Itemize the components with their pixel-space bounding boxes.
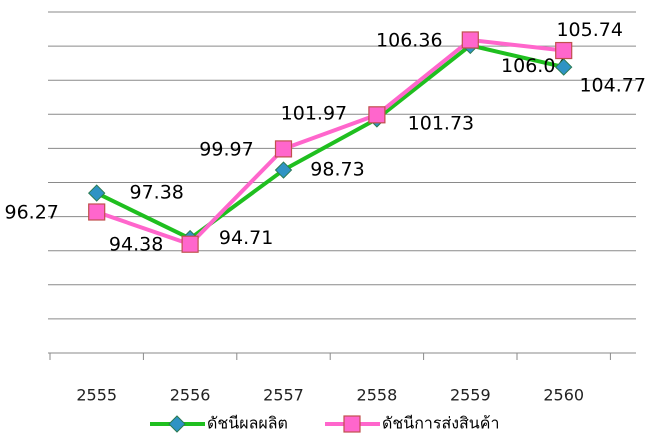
x-tick-label: 2555 <box>76 386 117 405</box>
data-label: 94.71 <box>219 227 273 249</box>
data-point <box>274 140 293 158</box>
data-label: 101.97 <box>281 102 347 124</box>
data-point <box>368 106 386 124</box>
data-label: 94.38 <box>109 234 163 256</box>
data-label: 106.36 <box>376 29 442 51</box>
x-tick-label: 2560 <box>543 386 584 405</box>
legend-label: ดัชนีผลผลิต <box>207 414 288 433</box>
data-point <box>181 235 199 253</box>
data-label: 97.38 <box>129 182 183 204</box>
data-label: 101.73 <box>408 112 474 134</box>
data-label: 105.74 <box>556 19 622 41</box>
data-point <box>461 31 479 49</box>
series-line <box>96 37 564 247</box>
x-tick-label: 2559 <box>450 386 491 405</box>
data-point <box>274 161 293 179</box>
data-point <box>555 41 573 60</box>
data-label: 98.73 <box>310 159 364 181</box>
data-label: 99.97 <box>199 138 253 160</box>
data-point <box>87 184 106 202</box>
data-label: 106.04 <box>501 55 567 77</box>
legend-marker <box>343 415 361 433</box>
legend-label: ดัชนีการส่งสินค้า <box>382 414 499 433</box>
x-tick-label: 2557 <box>263 386 304 405</box>
legend-marker <box>168 415 186 433</box>
x-tick-label: 2558 <box>357 386 398 405</box>
data-label: 96.27 <box>4 201 58 223</box>
data-point <box>554 58 573 76</box>
data-label: 104.77 <box>579 75 645 97</box>
data-point <box>88 203 106 221</box>
x-tick-label: 2556 <box>170 386 211 405</box>
series-line <box>95 43 565 241</box>
